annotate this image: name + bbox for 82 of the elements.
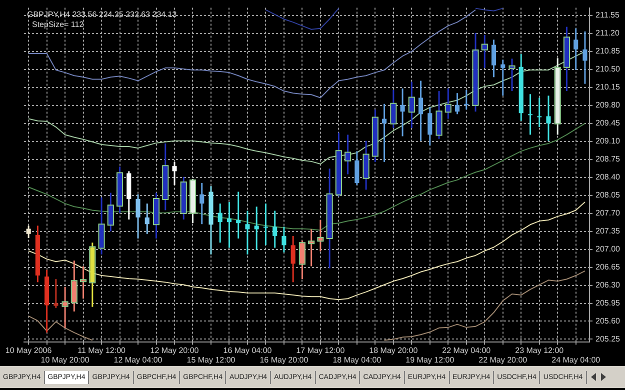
x-tick-label: 19 May 12:00 [406, 355, 455, 364]
candlestick [508, 58, 516, 92]
candlestick [317, 219, 324, 252]
x-tick-label: 22 May 04:00 [442, 346, 492, 355]
candlestick [362, 140, 370, 190]
y-tick-label: 207.70 [596, 208, 621, 218]
candlestick [282, 226, 286, 254]
x-tick-label: 16 May 20:00 [260, 355, 309, 364]
candlestick [418, 80, 424, 142]
candlestick [218, 202, 222, 244]
candlestick [400, 88, 405, 138]
y-tick-label: 209.45 [596, 118, 621, 128]
candlestick [226, 201, 232, 249]
candlestick [236, 191, 241, 240]
candlestick [546, 94, 551, 142]
y-tick-label: 206.65 [596, 262, 621, 272]
candlestick [98, 196, 105, 256]
y-tick-label: 205.25 [596, 334, 621, 344]
candlestick [144, 202, 150, 235]
candlestick [245, 210, 250, 256]
candlestick [172, 161, 177, 186]
candlestick [54, 278, 58, 309]
candlestick [136, 194, 140, 240]
annotation: StepSize= 112 [32, 20, 84, 30]
y-tick-label: 208.05 [596, 190, 621, 200]
x-tick-label: 18 May 20:00 [369, 346, 418, 355]
candlestick [537, 96, 542, 128]
x-tick-label: 11 May 12:00 [78, 346, 126, 355]
candlestick [70, 260, 78, 312]
y-tick-label: 209.10 [596, 136, 621, 146]
candlestick [390, 89, 397, 129]
x-tick-label: 12 May 04:00 [114, 355, 163, 364]
y-tick-label: 206.30 [596, 280, 621, 290]
y-tick-label: 208.40 [596, 172, 621, 182]
y-tick-label: 210.85 [596, 46, 621, 56]
candlestick [500, 58, 506, 96]
candlestick [528, 93, 533, 136]
candlestick [344, 134, 352, 176]
candlestick [574, 28, 578, 71]
x-tick-label: 15 May 12:00 [186, 355, 236, 364]
x-tick-label: 10 May 2006 [5, 346, 52, 355]
y-tick-label: 207.35 [596, 226, 621, 236]
x-tick-label: 10 May 20:00 [40, 355, 90, 364]
y-tick-label: 208.75 [596, 154, 621, 164]
x-tick-label: 23 May 12:00 [515, 346, 564, 355]
y-tick-label: 209.80 [596, 100, 621, 110]
candlestick [481, 34, 488, 69]
candlestick [200, 182, 204, 225]
y-tick-label: 211.20 [596, 28, 620, 38]
candlestick [290, 235, 296, 283]
candlestick [354, 150, 360, 186]
y-tick-label: 211.55 [596, 10, 620, 20]
y-tick-label: 210.50 [596, 64, 621, 74]
y-tick-label: 207.00 [596, 244, 621, 254]
x-tick-label: 18 May 04:00 [332, 355, 382, 364]
candlestick [582, 30, 588, 85]
x-tick-label: 12 May 20:00 [150, 346, 200, 355]
candlestick [428, 106, 432, 146]
candlestick [272, 210, 278, 249]
candlestick [382, 103, 387, 163]
y-tick-label: 205.60 [596, 316, 621, 326]
x-tick-label: 24 May 04:00 [552, 355, 601, 364]
candlestick [436, 90, 442, 140]
candlestick [80, 266, 87, 300]
candlestick [444, 88, 452, 120]
candlestick [62, 286, 68, 329]
candlestick [308, 228, 315, 268]
x-tick-label: 16 May 04:00 [223, 346, 272, 355]
x-tick-label: 22 May 20:00 [478, 355, 528, 364]
candlestick [26, 224, 31, 239]
y-tick-label: 205.95 [596, 298, 621, 308]
candlestick [107, 192, 114, 232]
chart-title: GBPJPY,H4 233.56 234.35 233.63 234.13 [27, 10, 178, 20]
candlestick [454, 92, 460, 115]
y-tick-label: 210.15 [596, 82, 621, 92]
candlestick [263, 202, 268, 246]
candlestick [408, 81, 415, 129]
candlestick [298, 240, 306, 280]
candlestick [254, 206, 259, 251]
candlestick [491, 38, 496, 78]
x-tick-label: 17 May 12:00 [296, 346, 346, 355]
candlestick [464, 89, 469, 110]
